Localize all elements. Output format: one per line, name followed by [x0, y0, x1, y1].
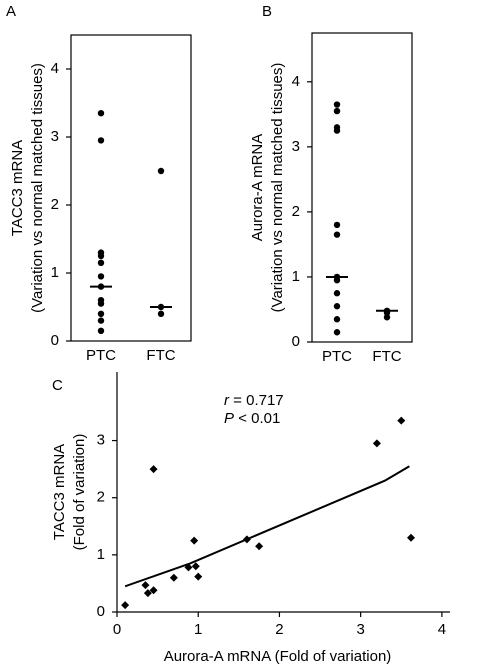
data-point [97, 259, 105, 266]
data-point [191, 562, 200, 571]
y-tick-label: 2 [97, 489, 105, 506]
data-point [97, 300, 105, 307]
annotation-symbol: P [224, 410, 234, 427]
data-point [194, 572, 203, 581]
data-point [169, 573, 178, 582]
annotation-symbol: r [224, 392, 230, 409]
y-tick-label: 0 [51, 332, 59, 349]
data-point [184, 563, 193, 572]
data-point [157, 310, 165, 317]
y-axis-label: (Variation vs normal matched tissues) [269, 63, 286, 313]
x-tick-label: PTC [322, 348, 352, 365]
plot-frame [311, 32, 413, 343]
data-point [333, 127, 341, 134]
data-point [407, 533, 416, 542]
y-tick-label: 3 [51, 128, 59, 145]
data-point [97, 327, 105, 334]
y-tick-label: 1 [292, 268, 300, 285]
x-tick-label: PTC [86, 347, 116, 364]
y-tick-label: 4 [51, 60, 59, 77]
y-tick-label: 0 [97, 603, 105, 620]
y-tick-label: 1 [97, 546, 105, 563]
data-point [333, 329, 341, 336]
plot-frame [70, 34, 192, 342]
y-tick-label: 1 [51, 264, 59, 281]
data-point [333, 231, 341, 238]
data-point [333, 316, 341, 323]
data-point [255, 542, 264, 551]
x-tick-label: FTC [146, 347, 175, 364]
data-point [190, 536, 199, 545]
data-point [97, 252, 105, 260]
x-tick-label: FTC [372, 348, 401, 365]
data-point [372, 439, 381, 448]
data-point [333, 290, 341, 297]
x-tick-label: 3 [356, 621, 364, 638]
data-point [383, 314, 391, 321]
panel-label: B [262, 3, 272, 20]
annotation-text: = 0.717 [233, 392, 283, 409]
y-axis-label: TACC3 mRNA [51, 444, 68, 540]
data-point [97, 310, 105, 317]
x-axis-label: Aurora-A mRNA (Fold of variation) [164, 648, 392, 665]
y-tick-label: 0 [292, 333, 300, 350]
data-point [121, 601, 130, 610]
data-point [149, 586, 158, 595]
data-point [157, 167, 165, 175]
y-tick-label: 2 [51, 196, 59, 213]
y-axis-label: (Variation vs normal matched tissues) [29, 63, 46, 313]
x-tick-label: 1 [194, 621, 202, 638]
data-point [141, 581, 150, 590]
data-point [149, 465, 158, 474]
annotation-text: < 0.01 [238, 410, 280, 427]
data-point [97, 137, 105, 144]
data-point [97, 273, 105, 280]
x-tick-label: 2 [275, 621, 283, 638]
panel-label: A [6, 3, 16, 20]
data-point [333, 303, 341, 310]
y-tick-label: 3 [97, 432, 105, 449]
data-point [97, 317, 105, 324]
x-tick-label: 0 [113, 621, 121, 638]
data-point [333, 107, 341, 115]
x-tick-label: 4 [438, 621, 446, 638]
data-point [333, 221, 341, 229]
data-point [397, 416, 406, 425]
data-point [242, 535, 251, 544]
y-tick-label: 4 [292, 73, 300, 90]
y-tick-label: 2 [292, 203, 300, 220]
annotation: P < 0.01 [224, 410, 280, 427]
annotation: r = 0.717 [224, 392, 284, 409]
y-axis-label: Aurora-A mRNA [249, 134, 266, 242]
y-axis-label: (Fold of variation) [71, 434, 88, 551]
fit-line [124, 465, 410, 588]
data-point [333, 277, 341, 284]
data-point [143, 589, 152, 598]
panel-label: C [52, 377, 63, 394]
y-tick-label: 3 [292, 138, 300, 155]
data-point [97, 110, 105, 117]
y-axis-label: TACC3 mRNA [9, 140, 26, 236]
data-point [333, 101, 341, 108]
